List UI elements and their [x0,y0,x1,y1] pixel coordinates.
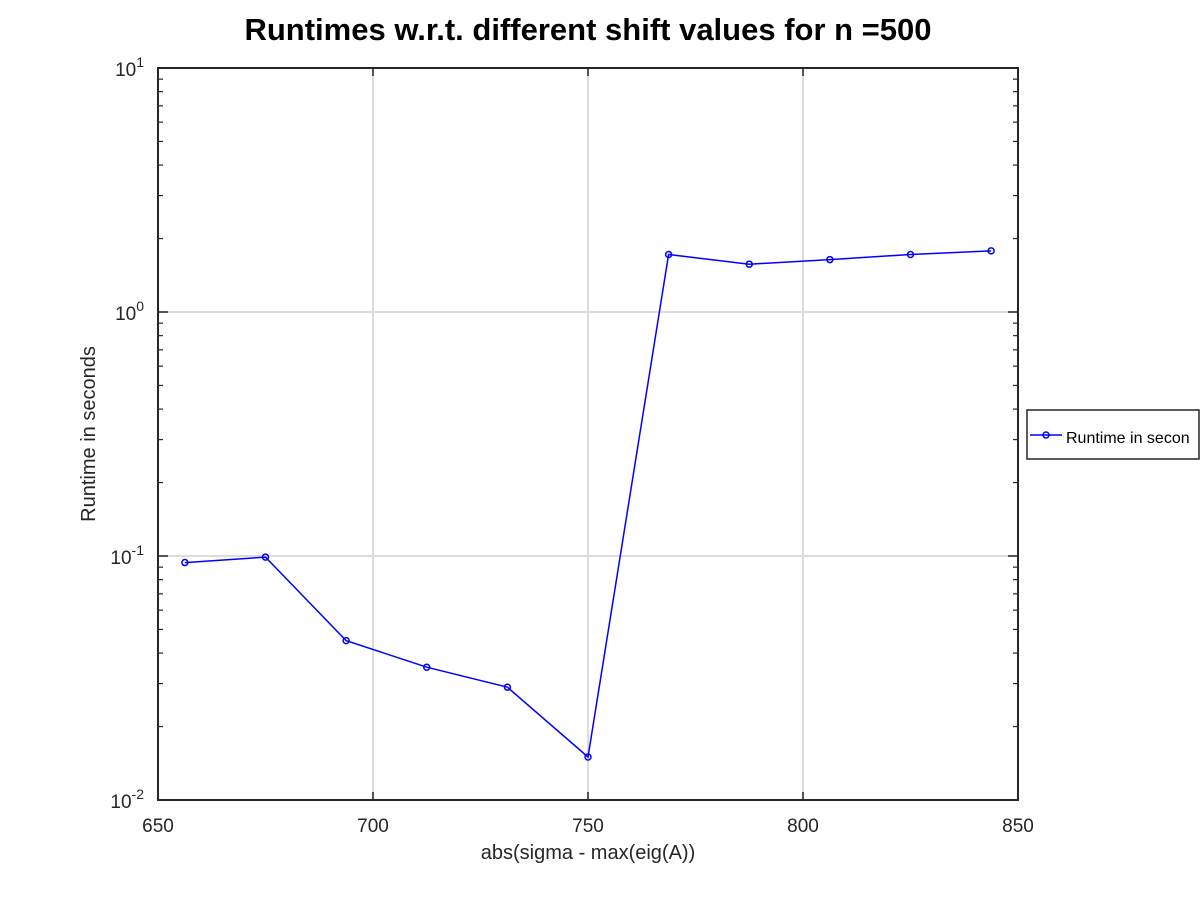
data-point[interactable] [261,553,270,561]
legend[interactable]: Runtime in secon [1026,409,1200,460]
data-point[interactable] [503,683,512,691]
legend-marker-sample [1042,431,1050,439]
data-point[interactable] [745,260,753,268]
data-point[interactable] [664,250,673,259]
x-tick-label: 650 [142,816,174,837]
chart-title: Runtimes w.r.t. different shift values f… [244,12,931,47]
data-point[interactable] [987,247,995,255]
series-line [184,250,992,759]
data-point[interactable] [181,558,189,567]
x-tick-label: 700 [357,816,389,837]
grid [158,68,1018,800]
y-tick-label: 101 [115,54,144,81]
x-tick-label: 750 [572,816,604,837]
data-point[interactable] [906,250,915,259]
tick-labels: 650 700 750 800 850 10-2 10-1 100 101 [110,54,1033,837]
x-tick-label: 800 [787,816,819,837]
y-tick-label: 100 [115,298,144,325]
y-tick-label: 10-2 [110,786,144,813]
data-point[interactable] [584,753,592,761]
data-point[interactable] [423,663,431,671]
y-axis-label: Runtime in seconds [78,346,100,522]
series-layer [181,247,995,761]
y-tick-label: 10-1 [110,542,144,569]
plot-frame [157,67,1019,801]
data-point[interactable] [826,255,834,264]
x-axis-label: abs(sigma - max(eig(A)) [481,842,695,864]
x-tick-label: 850 [1002,816,1034,837]
legend-entry-label: Runtime in secon [1066,430,1190,447]
data-point[interactable] [342,636,350,645]
